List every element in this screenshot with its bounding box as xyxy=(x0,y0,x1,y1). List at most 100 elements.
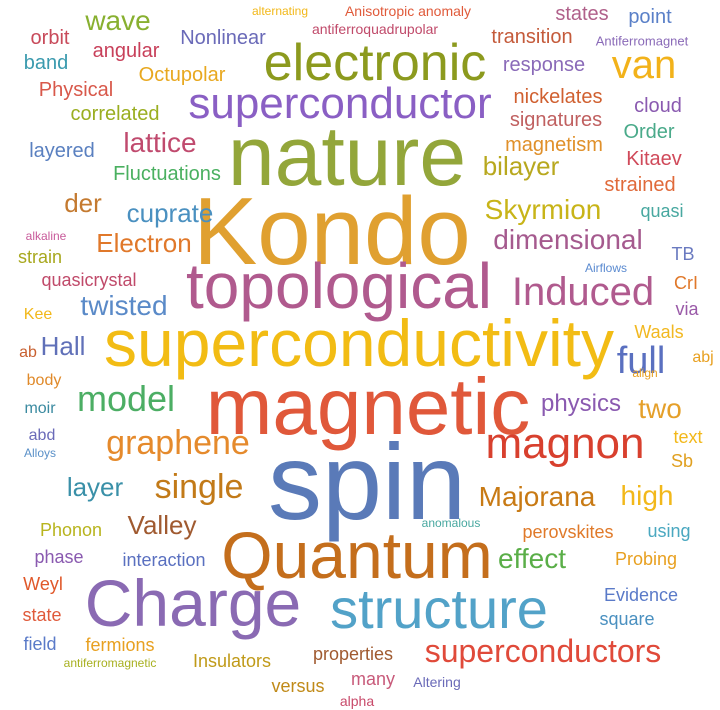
word: antiferromagnetic xyxy=(63,656,157,670)
word: versus xyxy=(271,676,325,696)
word: cuprate xyxy=(126,198,214,228)
word: Sb xyxy=(670,451,694,471)
word: physics xyxy=(540,390,622,417)
word: signatures xyxy=(509,109,603,131)
word: Hall xyxy=(40,331,86,361)
word: nickelates xyxy=(513,86,603,108)
word: TB xyxy=(671,244,695,264)
word: strain xyxy=(17,247,63,267)
word: fermions xyxy=(85,635,155,655)
word: Airflows xyxy=(584,261,628,275)
word: magnon xyxy=(485,419,645,468)
word: twisted xyxy=(80,290,168,321)
word: single xyxy=(154,468,244,506)
word: many xyxy=(350,669,396,689)
word: Weyl xyxy=(23,574,63,594)
word: Valley xyxy=(127,510,197,540)
word: Insulators xyxy=(192,651,272,671)
word: Skyrmion xyxy=(484,194,602,225)
word: body xyxy=(26,372,62,389)
word: der xyxy=(64,188,102,218)
word: interaction xyxy=(122,550,206,570)
word: strained xyxy=(604,174,676,196)
word: angular xyxy=(92,40,160,62)
word: correlated xyxy=(70,103,160,125)
word: full xyxy=(616,340,666,382)
word: Probing xyxy=(614,549,678,569)
word: via xyxy=(675,299,699,319)
word: Majorana xyxy=(478,481,596,512)
word: Altering xyxy=(413,674,461,690)
word: Electron xyxy=(96,228,192,258)
word: square xyxy=(599,609,655,629)
word: antiferroquadrupolar xyxy=(311,21,439,37)
word: wave xyxy=(85,5,151,36)
word: state xyxy=(22,605,62,625)
word: phase xyxy=(34,547,84,567)
word: alternating xyxy=(251,4,309,18)
word: orbit xyxy=(30,27,70,49)
word: transition xyxy=(491,26,573,48)
word: topological xyxy=(186,250,492,322)
word: Kondo xyxy=(193,178,471,285)
word: graphene xyxy=(106,424,250,462)
word: Order xyxy=(623,121,675,143)
word: align xyxy=(632,366,658,380)
word: perovskites xyxy=(522,522,614,542)
word: effect xyxy=(498,543,566,574)
word: high xyxy=(620,480,674,511)
word: properties xyxy=(312,644,394,664)
word: van xyxy=(611,43,677,87)
word: Physical xyxy=(38,79,114,101)
word: dimensional xyxy=(493,224,643,255)
word: Charge xyxy=(84,566,302,640)
word: moir xyxy=(24,400,56,417)
word: quasicrystal xyxy=(41,270,137,290)
word: Kitaev xyxy=(626,148,682,170)
word: ab xyxy=(19,344,37,361)
word: Antiferromagnet xyxy=(595,33,689,49)
word: using xyxy=(647,521,691,541)
word: superconductivity xyxy=(104,306,614,380)
word: Waals xyxy=(634,322,684,342)
word: point xyxy=(628,6,672,28)
word: quasi xyxy=(640,201,684,221)
word: Kee xyxy=(23,306,53,323)
word: response xyxy=(502,54,586,76)
word: Alloys xyxy=(23,446,57,460)
word: field xyxy=(23,634,57,654)
word: Anisotropic anomaly xyxy=(344,3,472,19)
word: CrI xyxy=(674,273,698,293)
word: Induced xyxy=(511,270,655,314)
word: band xyxy=(23,52,69,74)
word: Phonon xyxy=(39,520,103,540)
word: superconductors xyxy=(424,633,662,669)
word: Fluctuations xyxy=(113,163,221,185)
word: Octupolar xyxy=(138,64,226,86)
word: states xyxy=(555,3,609,25)
word: abd xyxy=(28,427,56,444)
word: alkaline xyxy=(25,229,67,243)
word: alpha xyxy=(339,693,375,709)
word: structure xyxy=(330,577,548,640)
word: magnetic xyxy=(205,362,531,451)
word: model xyxy=(76,378,176,419)
word: cloud xyxy=(634,95,682,117)
word: nature xyxy=(227,109,467,203)
word: two xyxy=(638,393,682,424)
word: electronic xyxy=(263,34,487,92)
word: Nonlinear xyxy=(180,27,266,49)
word: bilayer xyxy=(482,151,560,181)
word: Quantum xyxy=(221,518,493,592)
word: abj xyxy=(692,349,714,366)
word: magnetism xyxy=(505,134,603,156)
word: spin xyxy=(267,421,467,542)
word: lattice xyxy=(123,127,197,158)
word: superconductor xyxy=(188,79,492,128)
word: text xyxy=(673,427,703,447)
word: Evidence xyxy=(603,585,679,605)
word: anomalous xyxy=(421,516,481,530)
word: layered xyxy=(29,140,95,162)
word: layer xyxy=(66,472,124,502)
